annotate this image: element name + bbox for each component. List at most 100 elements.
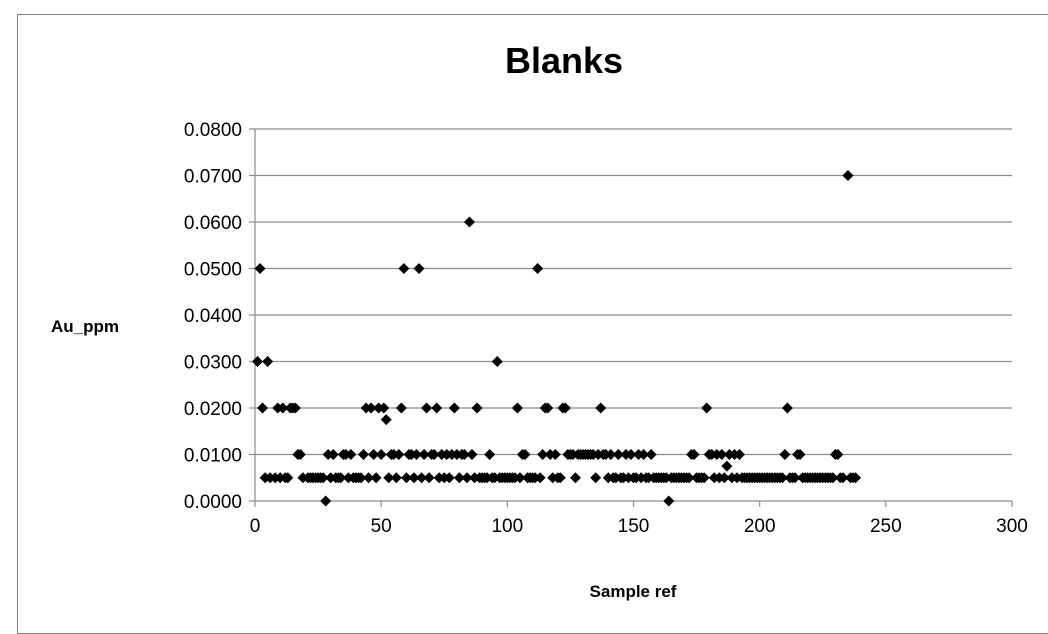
data-point [789, 472, 801, 484]
data-point [368, 449, 380, 460]
y-tick-label: 0.0600 [184, 213, 242, 234]
data-point [262, 356, 274, 367]
data-point [776, 472, 788, 484]
data-point [519, 449, 531, 460]
data-point [461, 472, 473, 484]
x-tick-label: 300 [996, 516, 1028, 537]
data-point [688, 449, 700, 460]
data-point [363, 472, 375, 484]
data-point [463, 216, 475, 228]
data-point [595, 402, 607, 414]
data-point [418, 449, 430, 460]
x-tick-label: 100 [491, 516, 523, 537]
data-point [413, 263, 425, 274]
x-tick-label: 200 [744, 516, 776, 537]
y-tick-label: 0.0300 [184, 353, 242, 374]
data-point [559, 402, 571, 414]
data-point [471, 402, 483, 414]
data-point [345, 449, 357, 460]
scatter-chart: Blanks 0.00000.01000.02000.03000.04000.0… [51, 40, 1028, 601]
data-point [277, 402, 289, 414]
data-point [380, 414, 392, 426]
data-point [612, 449, 624, 460]
data-point [355, 472, 367, 484]
data-point [645, 449, 657, 460]
data-point [458, 449, 470, 460]
data-point [842, 170, 854, 181]
y-tick-label: 0.0800 [184, 120, 242, 141]
data-point [448, 402, 460, 414]
data-point [289, 402, 301, 414]
y-tick-label: 0.0000 [184, 492, 242, 513]
data-point [514, 472, 526, 484]
y-tick-label: 0.0200 [184, 399, 242, 420]
data-point [320, 495, 332, 507]
data-point [590, 472, 602, 484]
data-point [511, 402, 523, 414]
y-tick-label: 0.0700 [184, 167, 242, 188]
data-point [794, 449, 806, 460]
data-point [698, 472, 710, 484]
data-point [335, 472, 347, 484]
data-point [683, 472, 695, 484]
data-point [832, 449, 844, 460]
data-points [252, 170, 862, 507]
y-tick-label: 0.0500 [184, 260, 242, 281]
data-point [532, 263, 544, 274]
data-point [410, 449, 422, 460]
y-axis-label: Au_ppm [51, 317, 119, 336]
data-point [534, 472, 546, 484]
data-point [370, 472, 382, 484]
x-tick-label: 50 [371, 516, 392, 537]
data-point [484, 449, 496, 460]
data-point [721, 460, 733, 472]
y-tick-label: 0.0400 [184, 306, 242, 327]
data-point [393, 449, 405, 460]
data-point [542, 402, 554, 414]
data-point [416, 472, 428, 484]
data-point [294, 449, 306, 460]
data-point [398, 263, 410, 274]
data-point [423, 472, 435, 484]
x-tick-labels: 0 50 100 150 200 250 300 [250, 516, 1028, 537]
data-point [733, 449, 745, 460]
data-point [408, 472, 420, 484]
data-point [605, 449, 617, 460]
data-point [491, 356, 503, 367]
chart-title: Blanks [505, 40, 623, 81]
data-point [537, 449, 549, 460]
data-point [252, 356, 264, 367]
data-point [466, 449, 478, 460]
data-point [779, 449, 791, 460]
data-point [837, 472, 849, 484]
data-point [443, 472, 455, 484]
y-tick-labels: 0.0000 0.0100 0.0200 0.0300 0.0400 0.0500 0.06… [184, 120, 242, 513]
data-point [554, 472, 566, 484]
data-point [365, 402, 377, 414]
data-point [421, 402, 433, 414]
data-point [317, 472, 329, 484]
data-point [282, 472, 294, 484]
data-point [827, 472, 839, 484]
data-point [327, 449, 339, 460]
data-point [257, 402, 269, 414]
data-point [400, 472, 412, 484]
data-point [663, 495, 675, 507]
data-point [701, 402, 713, 414]
data-point [431, 402, 443, 414]
data-point [718, 472, 730, 484]
data-point [850, 472, 862, 484]
data-point [383, 472, 395, 484]
data-point [625, 449, 637, 460]
data-point [569, 472, 581, 484]
axes [249, 128, 1013, 507]
x-tick-label: 250 [870, 516, 902, 537]
data-point [375, 449, 387, 460]
data-point [781, 402, 793, 414]
data-point [549, 449, 561, 460]
chart-area: Blanks 0.0000 0.0100 0.0200 0.0300 0.0400 0.0… [17, 14, 1048, 634]
data-point [254, 263, 266, 274]
data-point [378, 402, 390, 414]
x-axis-label: Sample ref [590, 582, 677, 601]
data-point [716, 449, 728, 460]
